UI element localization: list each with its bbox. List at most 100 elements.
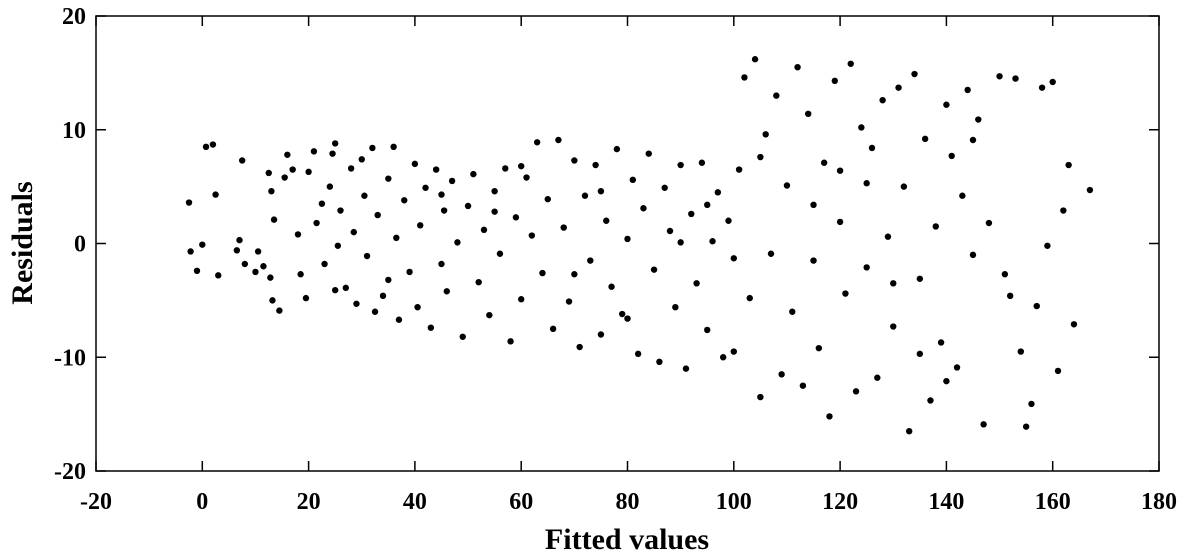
data-point	[238, 157, 246, 164]
data-point	[698, 159, 706, 166]
data-point	[331, 286, 339, 294]
data-point	[757, 153, 764, 161]
data-point	[682, 365, 690, 372]
data-point	[528, 232, 536, 239]
data-point	[666, 227, 674, 235]
data-point	[337, 207, 344, 214]
data-point	[1001, 271, 1009, 278]
data-point	[185, 199, 193, 206]
data-point	[879, 96, 886, 104]
y-tick-labels: -20 -10 0 10 20	[54, 4, 86, 485]
data-point	[1049, 78, 1056, 86]
data-point	[427, 324, 435, 331]
data-point	[783, 182, 791, 189]
data-point	[470, 170, 477, 178]
data-point	[202, 143, 210, 151]
data-point	[730, 255, 737, 262]
data-point	[656, 358, 663, 365]
data-point	[254, 248, 262, 255]
data-point	[996, 73, 1003, 80]
data-point	[289, 166, 296, 173]
data-point	[597, 187, 605, 195]
x-tick-labels: -20 0 20 40 60 80 100 120 140 160 180	[80, 489, 1177, 515]
data-point	[318, 200, 326, 207]
data-point	[212, 191, 219, 198]
data-point	[443, 288, 450, 295]
data-point	[401, 197, 408, 204]
data-point	[411, 160, 419, 168]
data-point	[975, 116, 982, 123]
data-point	[905, 427, 913, 435]
data-point	[422, 184, 429, 191]
data-point	[276, 307, 283, 314]
data-point	[741, 74, 748, 81]
data-point	[948, 152, 955, 160]
data-point	[385, 175, 392, 182]
data-point	[326, 183, 334, 190]
data-point	[215, 272, 222, 279]
data-point	[1044, 242, 1051, 249]
data-point	[1017, 348, 1025, 355]
data-point	[1060, 207, 1067, 214]
data-point	[414, 304, 421, 311]
data-point	[432, 166, 440, 173]
data-point	[265, 169, 272, 177]
data-point	[810, 201, 817, 209]
data-point	[932, 223, 939, 230]
data-point	[916, 275, 924, 282]
data-point	[385, 276, 392, 284]
data-point	[361, 192, 368, 199]
data-point	[608, 283, 615, 290]
x-tick-label: 160	[1035, 489, 1071, 515]
data-point	[371, 308, 379, 315]
data-point	[874, 374, 881, 381]
data-point	[645, 150, 652, 157]
data-point	[236, 236, 243, 244]
data-point	[310, 148, 318, 155]
data-point	[773, 92, 780, 99]
x-axis-label: Fitted values	[545, 523, 709, 556]
x-tick-label: -20	[80, 489, 112, 515]
x-tick-label: 40	[403, 489, 427, 515]
data-point	[270, 216, 278, 223]
data-point	[438, 260, 445, 268]
data-point	[486, 311, 493, 319]
data-point	[187, 248, 194, 255]
data-point	[571, 271, 578, 278]
data-point	[704, 201, 711, 209]
data-point	[209, 141, 217, 148]
data-point	[640, 205, 647, 212]
data-point	[260, 263, 267, 270]
data-point	[417, 222, 424, 229]
data-point	[393, 234, 400, 242]
x-tick-label: 180	[1141, 489, 1177, 515]
data-points	[185, 56, 1094, 435]
data-point	[618, 310, 626, 318]
data-point	[709, 238, 716, 245]
data-point	[969, 251, 977, 259]
data-point	[353, 300, 360, 307]
data-point	[805, 110, 812, 118]
data-point	[369, 144, 376, 152]
data-point	[985, 219, 993, 227]
data-point	[778, 371, 785, 378]
data-point	[294, 231, 302, 238]
data-point	[199, 241, 206, 248]
data-point	[916, 350, 924, 358]
data-point	[233, 247, 241, 254]
data-point	[475, 278, 482, 286]
data-point	[544, 195, 551, 203]
data-point	[1028, 400, 1035, 408]
data-point	[847, 60, 854, 67]
data-point	[571, 157, 578, 164]
data-point	[581, 192, 589, 199]
data-point	[677, 161, 684, 169]
data-point	[943, 101, 950, 108]
data-point	[459, 333, 466, 340]
data-point	[836, 167, 844, 174]
data-point	[953, 364, 961, 371]
data-point	[969, 136, 977, 144]
data-point	[592, 161, 599, 169]
data-point	[350, 228, 357, 236]
data-point	[539, 269, 546, 277]
